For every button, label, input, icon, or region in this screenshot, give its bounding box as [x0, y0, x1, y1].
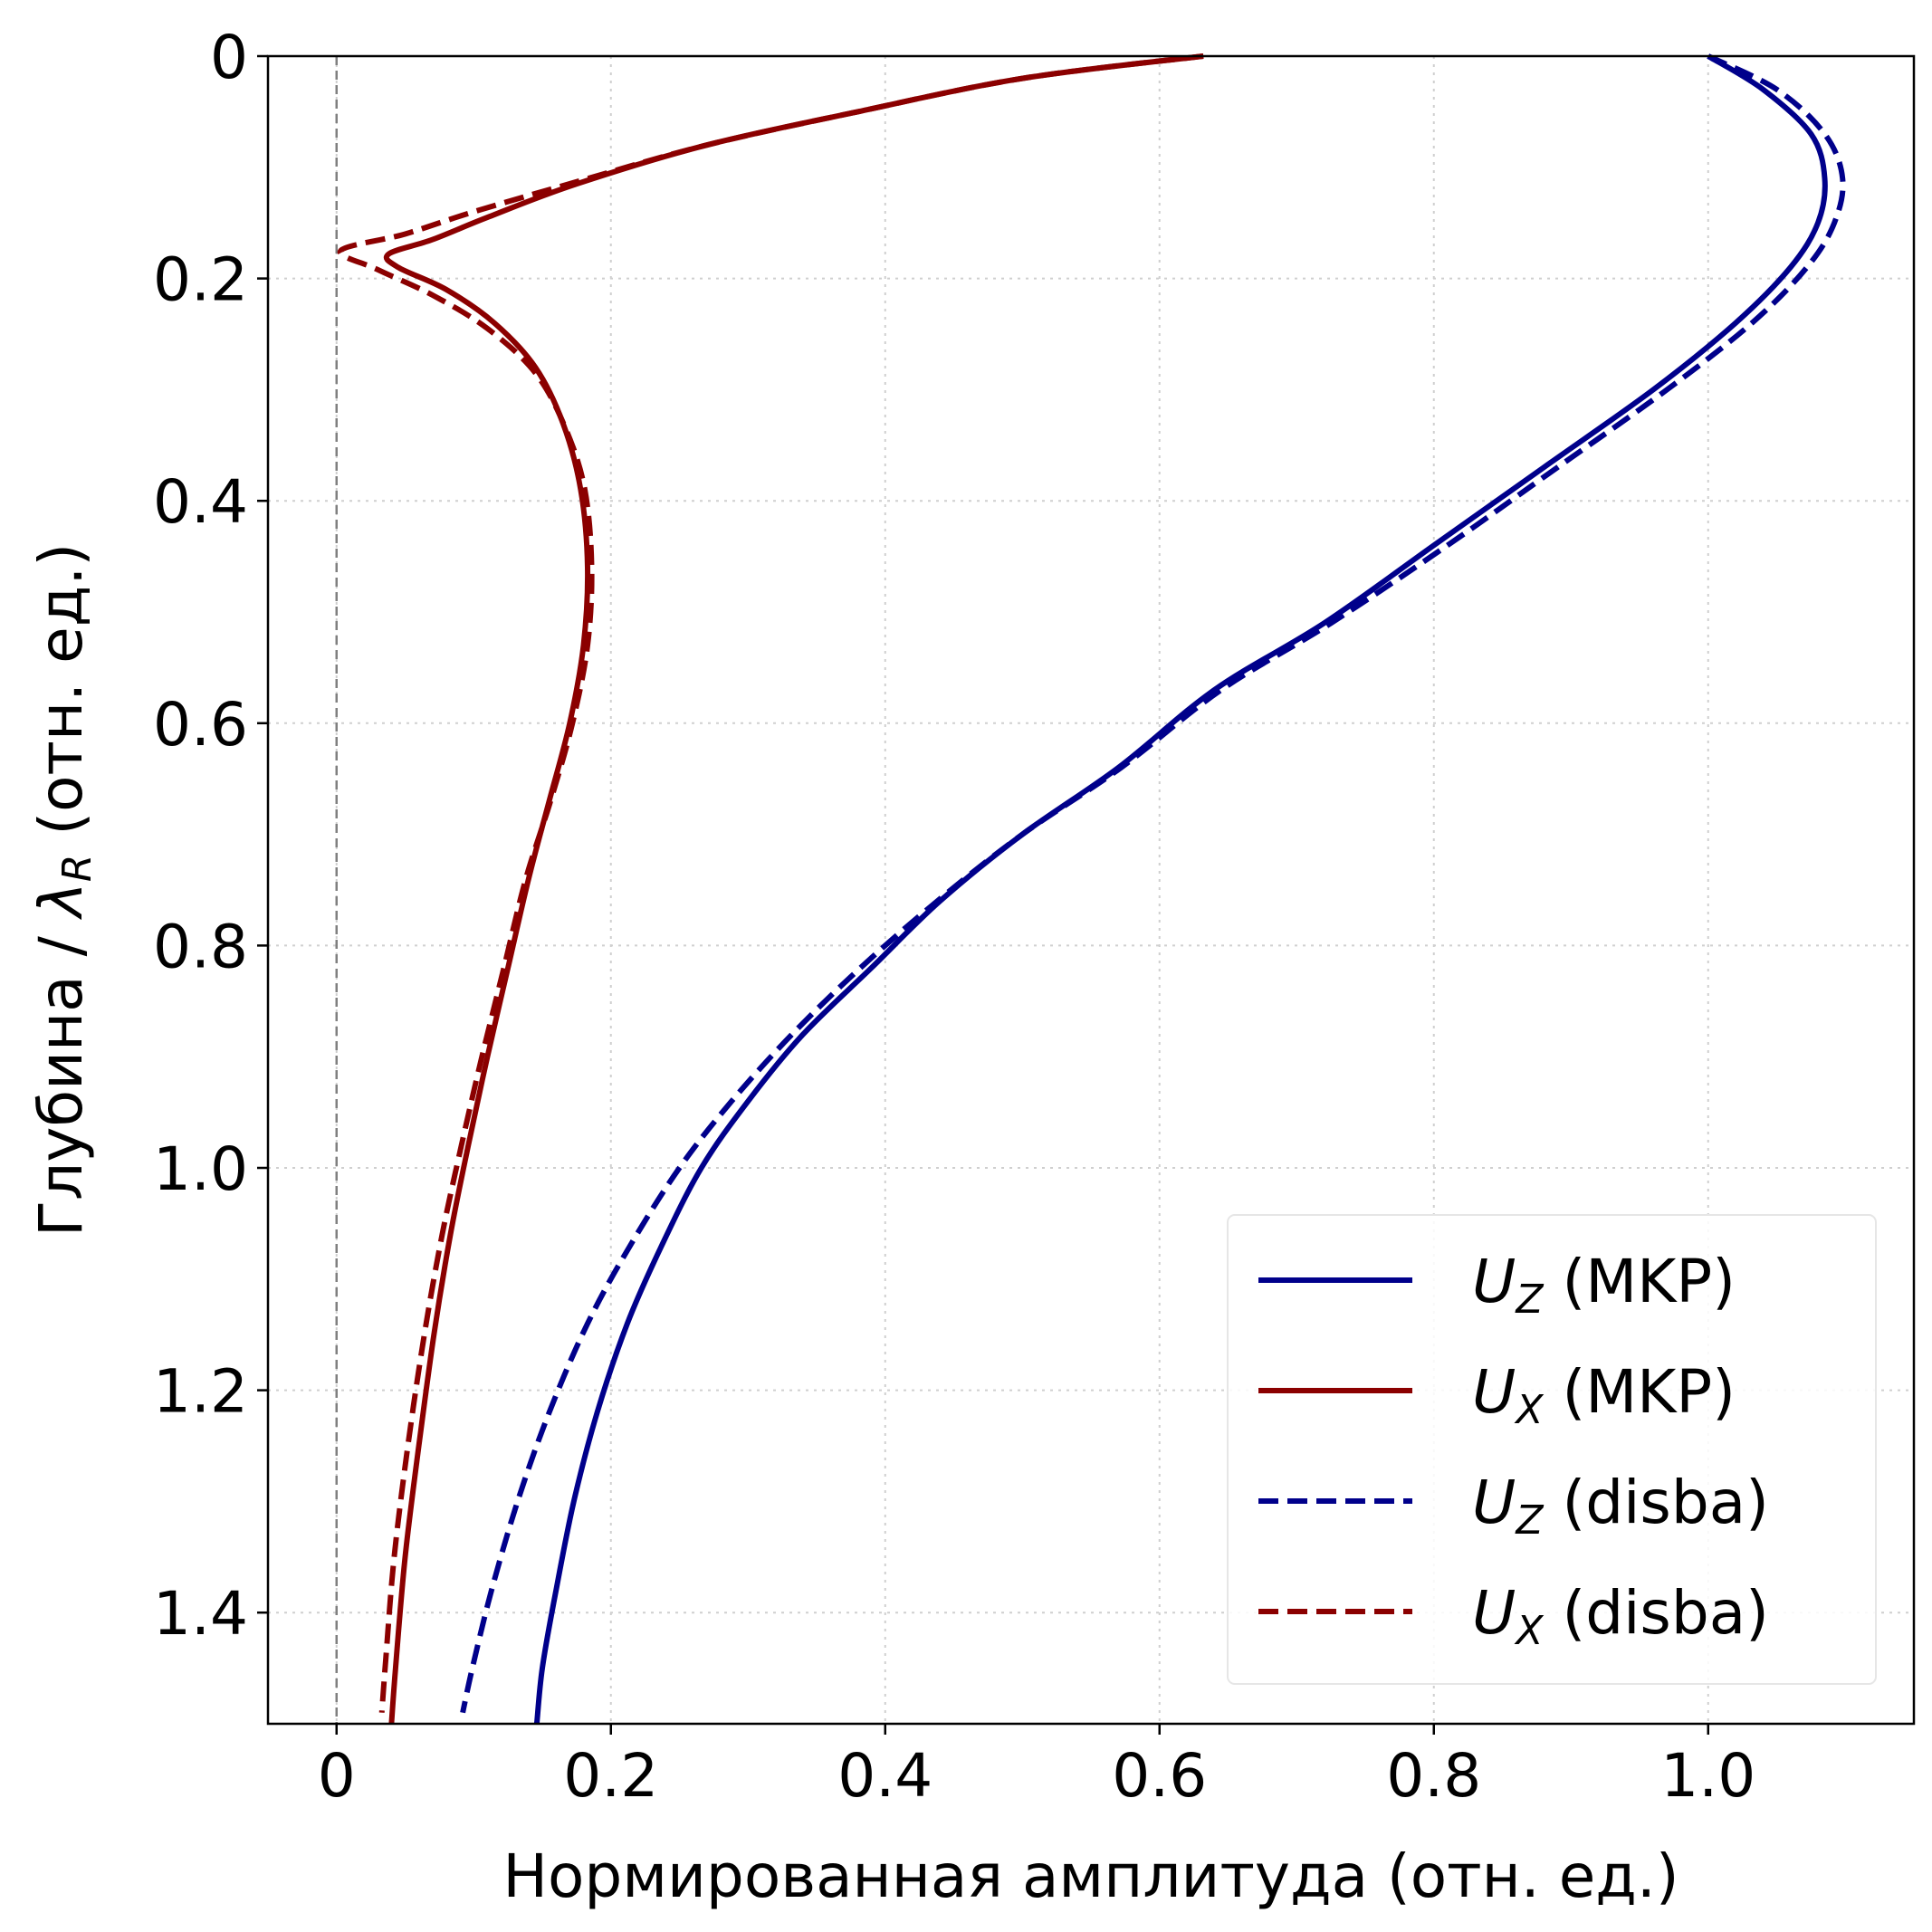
- x-tick-label: 0: [318, 1741, 356, 1811]
- x-tick-label: 1.0: [1660, 1741, 1755, 1811]
- legend: UZ (MKP)UX (MKP)UZ (disba)UX (disba): [1227, 1214, 1877, 1685]
- plot-frame: [266, 54, 1916, 1726]
- y-tick-label: 0.2: [153, 245, 248, 315]
- legend-box: [1227, 1214, 1877, 1685]
- legend-subscript: X: [1514, 1387, 1544, 1433]
- y-tick-label: 0: [210, 23, 248, 92]
- legend-suffix: (MKP): [1543, 1247, 1736, 1316]
- legend-subscript: X: [1514, 1608, 1544, 1654]
- y-tick-label: 0.6: [153, 690, 248, 760]
- y-axis-label-symbol: λ: [26, 882, 96, 920]
- series-ux-mkp-line: [383, 53, 1204, 1725]
- legend-item-ux-disba: UX (disba): [1258, 1578, 1769, 1654]
- legend-label: UX (disba): [1472, 1578, 1769, 1654]
- legend-item-uz-mkp: UZ (MKP): [1258, 1247, 1736, 1323]
- legend-suffix: (disba): [1543, 1468, 1768, 1537]
- legend-suffix: (MKP): [1543, 1357, 1736, 1427]
- x-tick-label: 0.4: [837, 1741, 933, 1811]
- x-tick-label: 0.6: [1112, 1741, 1207, 1811]
- legend-item-ux-mkp: UX (MKP): [1258, 1357, 1736, 1433]
- series-uz-disba-line: [460, 53, 1846, 1714]
- x-tick-label: 0.2: [563, 1741, 658, 1811]
- legend-label: UX (MKP): [1472, 1357, 1736, 1433]
- x-axis-label: Нормированная амплитуда (отн. ед.): [502, 1841, 1679, 1911]
- x-tick-label: 0.8: [1386, 1741, 1481, 1811]
- ticks: 0 0.2 0.4 0.6 0.8 1.0 0 0.2 0.4 0.6 0.8 1.0 1.2 1.4: [153, 23, 1755, 1811]
- legend-suffix: (disba): [1543, 1578, 1768, 1648]
- legend-symbol: U: [1472, 1247, 1516, 1316]
- y-axis-label-text: Глубина /: [26, 917, 96, 1237]
- legend-label: UZ (disba): [1472, 1468, 1769, 1544]
- legend-subscript: Z: [1515, 1497, 1544, 1544]
- series-ux-disba-line: [337, 53, 1204, 1713]
- y-tick-label: 0.4: [153, 467, 248, 537]
- plot-series: [337, 53, 1846, 1725]
- legend-item-uz-disba: UZ (disba): [1258, 1468, 1769, 1544]
- legend-label: UZ (MKP): [1472, 1247, 1736, 1323]
- y-axis-label: Глубина / λR (отн. ед.): [26, 543, 100, 1237]
- legend-symbol: U: [1472, 1578, 1516, 1648]
- legend-subscript: Z: [1515, 1277, 1544, 1323]
- legend-symbol: U: [1472, 1357, 1516, 1427]
- y-tick-label: 1.4: [153, 1579, 248, 1649]
- y-tick-label: 1.0: [153, 1134, 248, 1204]
- legend-symbol: U: [1472, 1468, 1516, 1537]
- y-tick-label: 0.8: [153, 912, 248, 981]
- y-axis-label-unit: (отн. ед.): [26, 543, 96, 855]
- y-tick-label: 1.2: [153, 1357, 248, 1427]
- y-axis-label-subscript: R: [54, 855, 100, 883]
